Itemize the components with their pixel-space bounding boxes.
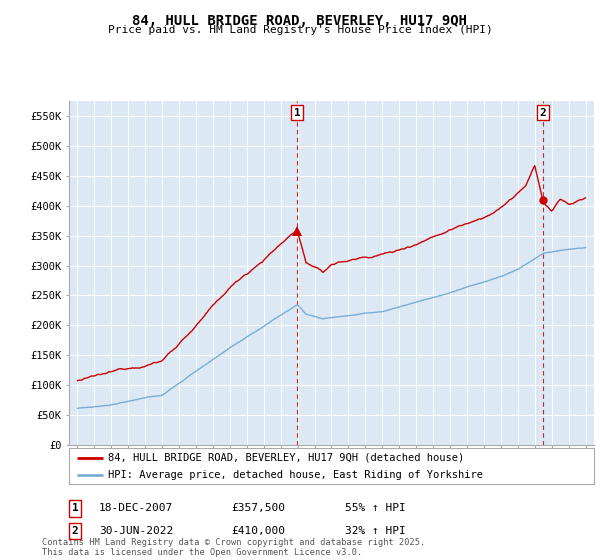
Text: HPI: Average price, detached house, East Riding of Yorkshire: HPI: Average price, detached house, East…	[109, 470, 484, 479]
Text: 2: 2	[71, 526, 79, 536]
Text: 32% ↑ HPI: 32% ↑ HPI	[345, 526, 406, 536]
Text: 55% ↑ HPI: 55% ↑ HPI	[345, 503, 406, 514]
Text: £410,000: £410,000	[231, 526, 285, 536]
Text: Contains HM Land Registry data © Crown copyright and database right 2025.
This d: Contains HM Land Registry data © Crown c…	[42, 538, 425, 557]
Text: 18-DEC-2007: 18-DEC-2007	[99, 503, 173, 514]
Text: 2: 2	[540, 108, 547, 118]
Text: Price paid vs. HM Land Registry's House Price Index (HPI): Price paid vs. HM Land Registry's House …	[107, 25, 493, 35]
Text: 84, HULL BRIDGE ROAD, BEVERLEY, HU17 9QH (detached house): 84, HULL BRIDGE ROAD, BEVERLEY, HU17 9QH…	[109, 453, 464, 463]
Text: £357,500: £357,500	[231, 503, 285, 514]
Text: 84, HULL BRIDGE ROAD, BEVERLEY, HU17 9QH: 84, HULL BRIDGE ROAD, BEVERLEY, HU17 9QH	[133, 14, 467, 28]
Text: 1: 1	[294, 108, 301, 118]
Text: 1: 1	[71, 503, 79, 514]
Text: 30-JUN-2022: 30-JUN-2022	[99, 526, 173, 536]
